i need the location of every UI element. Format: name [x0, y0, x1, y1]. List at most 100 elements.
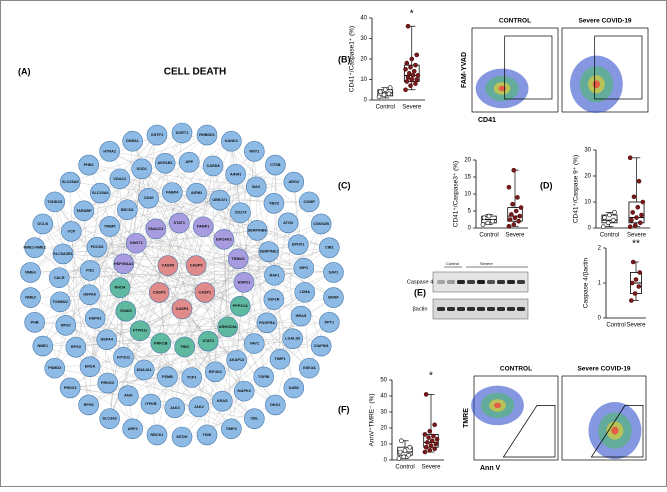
- edge: [125, 135, 158, 312]
- significance: *: [410, 9, 414, 20]
- node: [79, 260, 101, 281]
- point: [409, 56, 415, 62]
- point: [631, 194, 637, 200]
- node-label: TIMP1: [274, 357, 285, 361]
- band: [497, 280, 505, 284]
- node-label: SLC25A5: [62, 180, 79, 184]
- panel-label: (F): [338, 404, 350, 414]
- point: [480, 222, 486, 227]
- point: [627, 155, 633, 161]
- edge: [309, 297, 334, 369]
- edge: [42, 178, 120, 347]
- edge: [83, 210, 90, 295]
- category-label: Control: [479, 233, 498, 239]
- node-label: RBCK1: [150, 433, 163, 437]
- point: [512, 215, 518, 221]
- node: [196, 424, 218, 446]
- node-label: STAT3: [202, 339, 213, 343]
- node: [264, 264, 285, 286]
- point: [506, 224, 512, 229]
- category-label: Severe: [421, 465, 441, 471]
- node: [263, 192, 285, 214]
- node: [217, 316, 239, 338]
- node-label: TRIM5: [104, 224, 115, 228]
- node: [96, 329, 118, 350]
- edge: [42, 297, 334, 347]
- node-label: TIMP2: [226, 427, 237, 431]
- node-label: TNIK: [203, 433, 212, 437]
- y-tick-label: 15: [464, 175, 471, 181]
- point: [602, 215, 607, 220]
- edge: [150, 403, 232, 429]
- node-label: JAK3: [170, 406, 180, 410]
- band: [487, 307, 495, 311]
- edge: [123, 263, 205, 293]
- node: [157, 366, 178, 388]
- edge: [109, 226, 121, 288]
- node: [209, 189, 231, 211]
- node-label: HSPH1: [89, 316, 102, 320]
- flow-y-label: FAM-YVAD: [461, 52, 468, 88]
- node: [131, 158, 153, 180]
- point: [632, 291, 638, 296]
- point: [433, 441, 439, 447]
- node: [32, 335, 54, 357]
- node: [145, 218, 167, 240]
- node: [154, 152, 176, 174]
- node-label: CD274: [235, 211, 248, 215]
- point: [408, 64, 413, 70]
- node: [265, 154, 286, 176]
- node-label: RHOA: [114, 286, 125, 290]
- y-tick-label: 5: [468, 209, 472, 215]
- point: [407, 444, 413, 450]
- node: [225, 164, 246, 185]
- y-tick-label: 30: [360, 36, 367, 42]
- point: [605, 220, 611, 226]
- node: [122, 130, 143, 152]
- node-label: RPS6: [84, 403, 94, 407]
- point: [486, 213, 492, 219]
- node: [178, 151, 200, 173]
- node-label: CTSB: [270, 163, 281, 167]
- edge: [191, 377, 232, 429]
- band: [517, 307, 525, 311]
- node-label: CASP9: [190, 264, 203, 268]
- node: [196, 124, 218, 146]
- node-label: CBL: [250, 417, 258, 421]
- edge: [88, 343, 161, 406]
- node-label: ANG: [124, 394, 132, 398]
- flow-title: CONTROL: [499, 18, 531, 25]
- node: [298, 191, 320, 213]
- point: [414, 77, 419, 82]
- node-label: PRKCB: [154, 341, 168, 345]
- panel-label: (B): [338, 54, 351, 64]
- edge: [181, 308, 223, 402]
- point: [386, 91, 392, 97]
- flow-y-label: TMRE: [463, 408, 470, 428]
- node: [125, 232, 147, 254]
- point: [515, 195, 520, 200]
- node: [129, 320, 151, 342]
- point: [429, 438, 435, 444]
- band: [437, 280, 445, 284]
- point: [401, 454, 407, 460]
- node-label: HSPA4: [101, 338, 114, 342]
- category-label: Severe: [626, 323, 646, 329]
- node: [202, 155, 224, 177]
- category-label: Severe: [627, 233, 647, 239]
- node: [171, 426, 193, 448]
- node-label: CALR: [54, 276, 65, 280]
- node-label: GNGT1: [130, 241, 143, 245]
- edge: [95, 318, 192, 378]
- node: [287, 234, 309, 256]
- band: [507, 280, 515, 284]
- edge: [34, 181, 71, 248]
- node-label: LDHA: [300, 290, 311, 294]
- category-label: Control: [600, 233, 619, 239]
- band: [457, 280, 465, 284]
- node: [283, 171, 305, 193]
- node-label: NME4: [25, 270, 36, 274]
- point: [405, 75, 411, 80]
- node-label: HSP90AA1: [114, 262, 134, 266]
- point: [381, 92, 387, 98]
